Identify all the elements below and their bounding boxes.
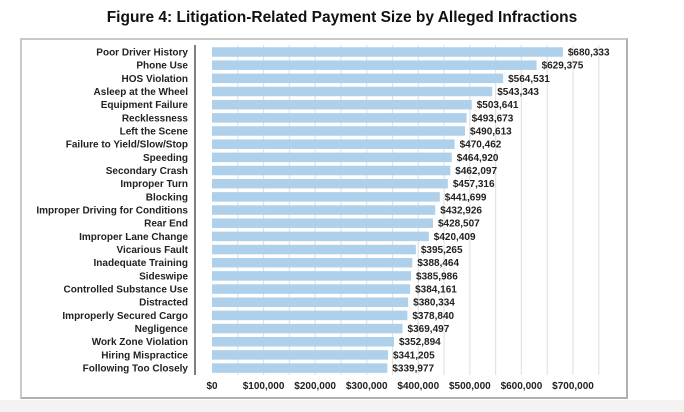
category-label: Recklessness	[122, 113, 189, 124]
x-tick-label: $0	[206, 381, 218, 392]
bar	[212, 284, 411, 294]
chart-title: Figure 4: Litigation-Related Payment Siz…	[106, 9, 578, 26]
category-label: Secondary Crash	[106, 166, 188, 177]
category-label: Equipment Failure	[101, 100, 189, 111]
data-label: $341,205	[393, 350, 435, 361]
x-tick-label: $600,000	[501, 381, 543, 392]
bar	[212, 165, 451, 176]
page-background-strip	[0, 400, 684, 412]
data-label: $352,894	[399, 337, 441, 348]
data-label: $680,333	[568, 48, 610, 59]
x-tick-label: $500,000	[449, 381, 491, 392]
data-label: $441,699	[445, 192, 487, 203]
bar	[212, 350, 388, 360]
data-label: $432,926	[440, 206, 482, 217]
data-label: $543,343	[497, 87, 539, 98]
category-label: Improperly Secured Cargo	[62, 311, 188, 322]
bar	[212, 218, 433, 228]
bar	[212, 139, 455, 149]
data-label: $464,920	[457, 153, 499, 164]
data-label: $384,161	[415, 285, 457, 296]
category-label: Controlled Substance Use	[64, 285, 189, 296]
bar	[212, 297, 409, 307]
data-label: $493,673	[472, 113, 514, 124]
data-label: $388,464	[417, 258, 459, 269]
category-label: Speeding	[143, 153, 188, 164]
data-label: $457,316	[453, 179, 495, 190]
bar	[212, 99, 472, 110]
category-label: Vicarious Fault	[116, 245, 188, 256]
data-label: $503,641	[477, 100, 519, 111]
x-tick-label: $300,000	[346, 381, 388, 392]
bar	[212, 86, 493, 97]
x-tick-labels: $0 $100,000 $200,000 $300,000 $400,000 $500,0…	[206, 381, 594, 392]
data-label: $462,097	[455, 166, 497, 177]
bar	[212, 244, 416, 255]
bar	[212, 47, 563, 57]
bar	[212, 323, 403, 334]
category-label: Rear End	[144, 219, 188, 230]
bar	[212, 178, 448, 189]
category-label: Improper Turn	[120, 179, 188, 190]
bars	[212, 47, 563, 373]
category-label: Hiring Mispractice	[101, 350, 188, 361]
bar	[212, 336, 394, 347]
bar	[212, 126, 466, 136]
bar	[212, 231, 429, 242]
category-label: Negligence	[135, 324, 189, 335]
data-label: $369,497	[408, 324, 450, 335]
category-labels: Poor Driver History Phone Use HOS Violatio…	[36, 48, 188, 375]
category-label: Left the Scene	[120, 127, 189, 138]
category-label: Distracted	[139, 298, 188, 309]
data-label: $490,613	[470, 127, 512, 138]
category-label: Sideswipe	[139, 271, 188, 282]
data-label: $629,375	[542, 61, 584, 72]
data-label: $470,462	[460, 140, 502, 151]
value-labels: $680,333 $629,375 $564,531 $543,343 $503,641…	[392, 48, 610, 375]
bar	[212, 310, 408, 321]
data-label: $380,334	[413, 298, 455, 309]
category-label: Blocking	[146, 192, 188, 203]
bar	[212, 152, 452, 163]
data-label: $428,507	[438, 219, 480, 230]
bar	[212, 73, 504, 84]
x-tick-label: $700,000	[552, 381, 594, 392]
data-label: $395,265	[421, 245, 463, 256]
category-label: Poor Driver History	[96, 48, 188, 59]
bar	[212, 271, 412, 281]
data-label: $339,977	[392, 364, 434, 375]
category-label: Phone Use	[136, 61, 188, 72]
category-label: Improper Driving for Conditions	[36, 206, 188, 217]
category-label: Work Zone Violation	[92, 337, 188, 348]
x-tick-label: $100,000	[243, 381, 285, 392]
category-label: Following Too Closely	[83, 364, 189, 375]
x-tick-label: $400,000	[397, 381, 439, 392]
category-label: HOS Violation	[122, 74, 189, 85]
data-label: $564,531	[508, 74, 550, 85]
category-label: Asleep at the Wheel	[94, 87, 189, 98]
x-tick-label: $200,000	[294, 381, 336, 392]
data-label: $385,986	[416, 271, 458, 282]
data-label: $378,840	[412, 311, 454, 322]
bar	[212, 257, 413, 268]
bar	[212, 113, 467, 123]
data-label: $420,409	[434, 232, 476, 243]
bar	[212, 363, 388, 373]
category-label: Failure to Yield/Slow/Stop	[66, 140, 188, 151]
bar	[212, 192, 440, 202]
bar	[212, 60, 537, 70]
category-label: Improper Lane Change	[79, 232, 188, 243]
bar	[212, 205, 436, 215]
category-label: Inadequate Training	[94, 258, 188, 269]
